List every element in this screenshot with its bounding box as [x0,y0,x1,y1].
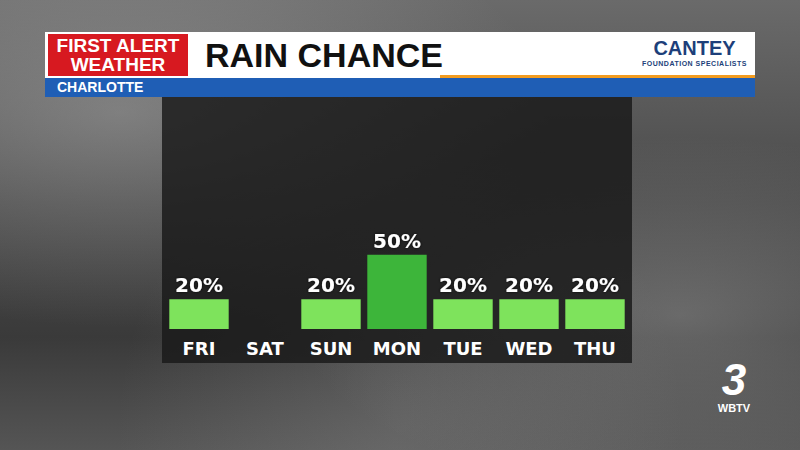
svg-text:SAT: SAT [246,338,284,359]
svg-text:20%: 20% [505,273,553,297]
svg-text:20%: 20% [571,273,619,297]
html-text:RAIN CHANCE: RAIN CHANCE [205,36,443,74]
html-text:3: 3 [721,355,747,404]
svg-text:FRI: FRI [183,338,216,359]
html-text:FIRST ALERT: FIRST ALERT [56,35,180,56]
svg-text:THU: THU [574,338,616,359]
svg-text:WED: WED [505,338,552,359]
svg-text:SUN: SUN [310,338,353,359]
svg-text:TUE: TUE [443,338,482,359]
html-text:FOUNDATION SPECIALISTS: FOUNDATION SPECIALISTS [642,60,747,67]
html-text:WBTV: WBTV [717,402,751,414]
html-text:CHARLOTTE: CHARLOTTE [57,79,144,95]
html-text:WEATHER: WEATHER [70,54,166,75]
svg-text:MON: MON [373,338,421,359]
html-text:CANTEY: CANTEY [653,37,736,59]
svg-text:20%: 20% [307,273,355,297]
svg-text:20%: 20% [439,273,487,297]
svg-text:20%: 20% [175,273,223,297]
svg-text:50%: 50% [373,229,421,253]
